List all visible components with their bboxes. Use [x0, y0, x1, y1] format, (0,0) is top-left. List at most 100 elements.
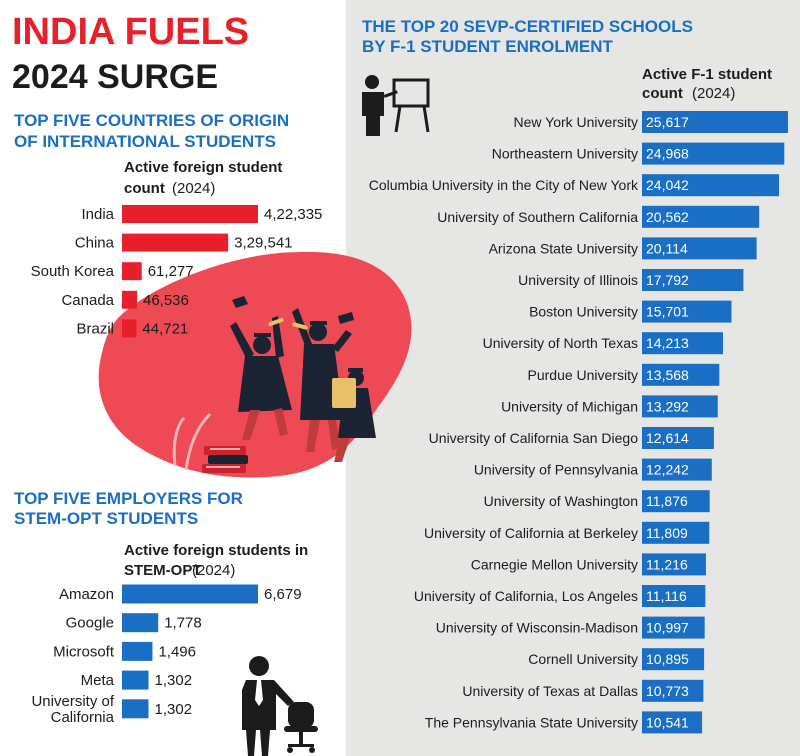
bar-schools [642, 300, 732, 323]
data-label: 3,29,541 [234, 235, 292, 252]
data-label: 15,701 [646, 304, 689, 320]
category-label: University of [31, 693, 114, 710]
category-label: Carnegie Mellon University [471, 556, 638, 572]
category-label: Google [66, 615, 114, 632]
data-label: 10,773 [646, 683, 689, 699]
category-label: University of Washington [484, 493, 638, 509]
data-label: 11,216 [646, 556, 688, 572]
bar-schools [642, 585, 706, 607]
category-label: University of Pennsylvania [474, 462, 638, 478]
category-label: University of North Texas [483, 335, 638, 351]
data-label: 10,541 [646, 714, 689, 730]
bar-schools [642, 142, 785, 165]
bar-schools [642, 553, 706, 576]
category-label: New York University [514, 114, 639, 130]
category-label: Meta [81, 672, 115, 689]
category-label: University of Wisconsin-Madison [436, 620, 638, 636]
headline-line-1: INDIA FUELS [12, 11, 249, 53]
bar-schools [642, 490, 710, 513]
data-label: 1,302 [155, 701, 193, 718]
value-axis-label: Active foreign student [124, 159, 282, 176]
bar-schools [642, 648, 705, 671]
bar-employers [122, 641, 153, 661]
category-label: Cornell University [528, 651, 638, 667]
data-label: 1,496 [158, 643, 196, 660]
bar-schools [642, 332, 724, 355]
bar-employers [122, 584, 258, 604]
bar-employers [122, 613, 159, 633]
value-axis-label: count [642, 85, 683, 102]
data-label: 25,617 [646, 114, 689, 130]
manager-icon [242, 656, 294, 756]
data-label: 10,895 [646, 651, 689, 667]
data-label: 13,568 [646, 367, 689, 383]
bar-employers [122, 670, 149, 690]
data-label: 6,679 [264, 586, 302, 603]
category-label: Amazon [59, 586, 114, 603]
data-label: 11,116 [646, 588, 687, 604]
category-label: University of California San Diego [429, 430, 639, 446]
data-label: 10,997 [646, 620, 689, 636]
category-label: China [75, 235, 115, 252]
category-label: University of Texas at Dallas [462, 683, 638, 699]
category-label: University of Illinois [518, 272, 638, 288]
office-chair-icon [284, 702, 318, 753]
headline-line-2: 2024 SURGE [12, 58, 218, 96]
category-label: University of Southern California [437, 209, 638, 225]
bar-schools [642, 427, 714, 449]
bar-schools [642, 205, 760, 228]
chart-title-line: TOP FIVE EMPLOYERS FOR [14, 489, 243, 508]
data-label: 14,213 [646, 335, 689, 351]
category-label: University of California at Berkeley [424, 525, 638, 541]
bar-countries [122, 290, 137, 309]
data-label: 24,042 [646, 177, 689, 193]
category-label: Boston University [529, 304, 638, 320]
data-label: 13,292 [646, 398, 689, 414]
category-label: Columbia University in the City of New Y… [369, 177, 639, 193]
bar-schools [642, 679, 704, 702]
value-axis-label: count [124, 180, 165, 197]
data-label: 46,536 [143, 292, 189, 309]
data-label: 17,792 [646, 272, 689, 288]
data-label: 11,809 [646, 525, 688, 541]
data-label: 1,302 [155, 672, 193, 689]
value-axis-year: (2024) [692, 85, 735, 102]
graduates-illustration [98, 251, 412, 478]
category-label: India [81, 206, 114, 223]
chart-title-line: THE TOP 20 SEVP-CERTIFIED SCHOOLS [362, 17, 693, 36]
category-label: Brazil [76, 320, 114, 337]
bar-countries [122, 205, 258, 223]
bar-countries [122, 262, 142, 281]
bar-schools [642, 521, 710, 544]
bar-schools [642, 269, 744, 291]
books-icon [202, 446, 248, 473]
bar-schools [642, 111, 788, 133]
category-label: South Korea [31, 263, 115, 280]
data-label: 11,876 [646, 493, 688, 509]
category-label: Arizona State University [489, 240, 638, 256]
presenter-icon [362, 75, 430, 136]
category-label: The Pennsylvania State University [425, 714, 638, 730]
data-label: 61,277 [148, 263, 194, 280]
bar-countries [122, 233, 229, 252]
value-axis-label: Active F-1 student [642, 66, 772, 83]
category-label: University of Michigan [501, 398, 638, 414]
data-label: 4,22,335 [264, 206, 322, 223]
data-label: 1,778 [164, 615, 202, 632]
value-axis-year: (2024) [172, 180, 215, 197]
category-label: University of California, Los Angeles [414, 588, 638, 604]
graduate-1-icon [230, 316, 292, 440]
thrown-caps-icon [232, 296, 354, 324]
value-axis-year: (2024) [192, 562, 235, 579]
value-axis-label: STEM-OPT [124, 562, 202, 579]
data-label: 20,114 [646, 240, 688, 256]
countries-chart: TOP FIVE COUNTRIES OF ORIGIN OF INTERNATI… [14, 111, 322, 338]
data-label: 20,562 [646, 209, 689, 225]
data-label: 44,721 [142, 320, 188, 337]
bar-schools [642, 711, 703, 734]
chart-title-line: STEM-OPT STUDENTS [14, 509, 198, 528]
data-label: 12,242 [646, 462, 689, 478]
bar-countries [122, 319, 137, 338]
